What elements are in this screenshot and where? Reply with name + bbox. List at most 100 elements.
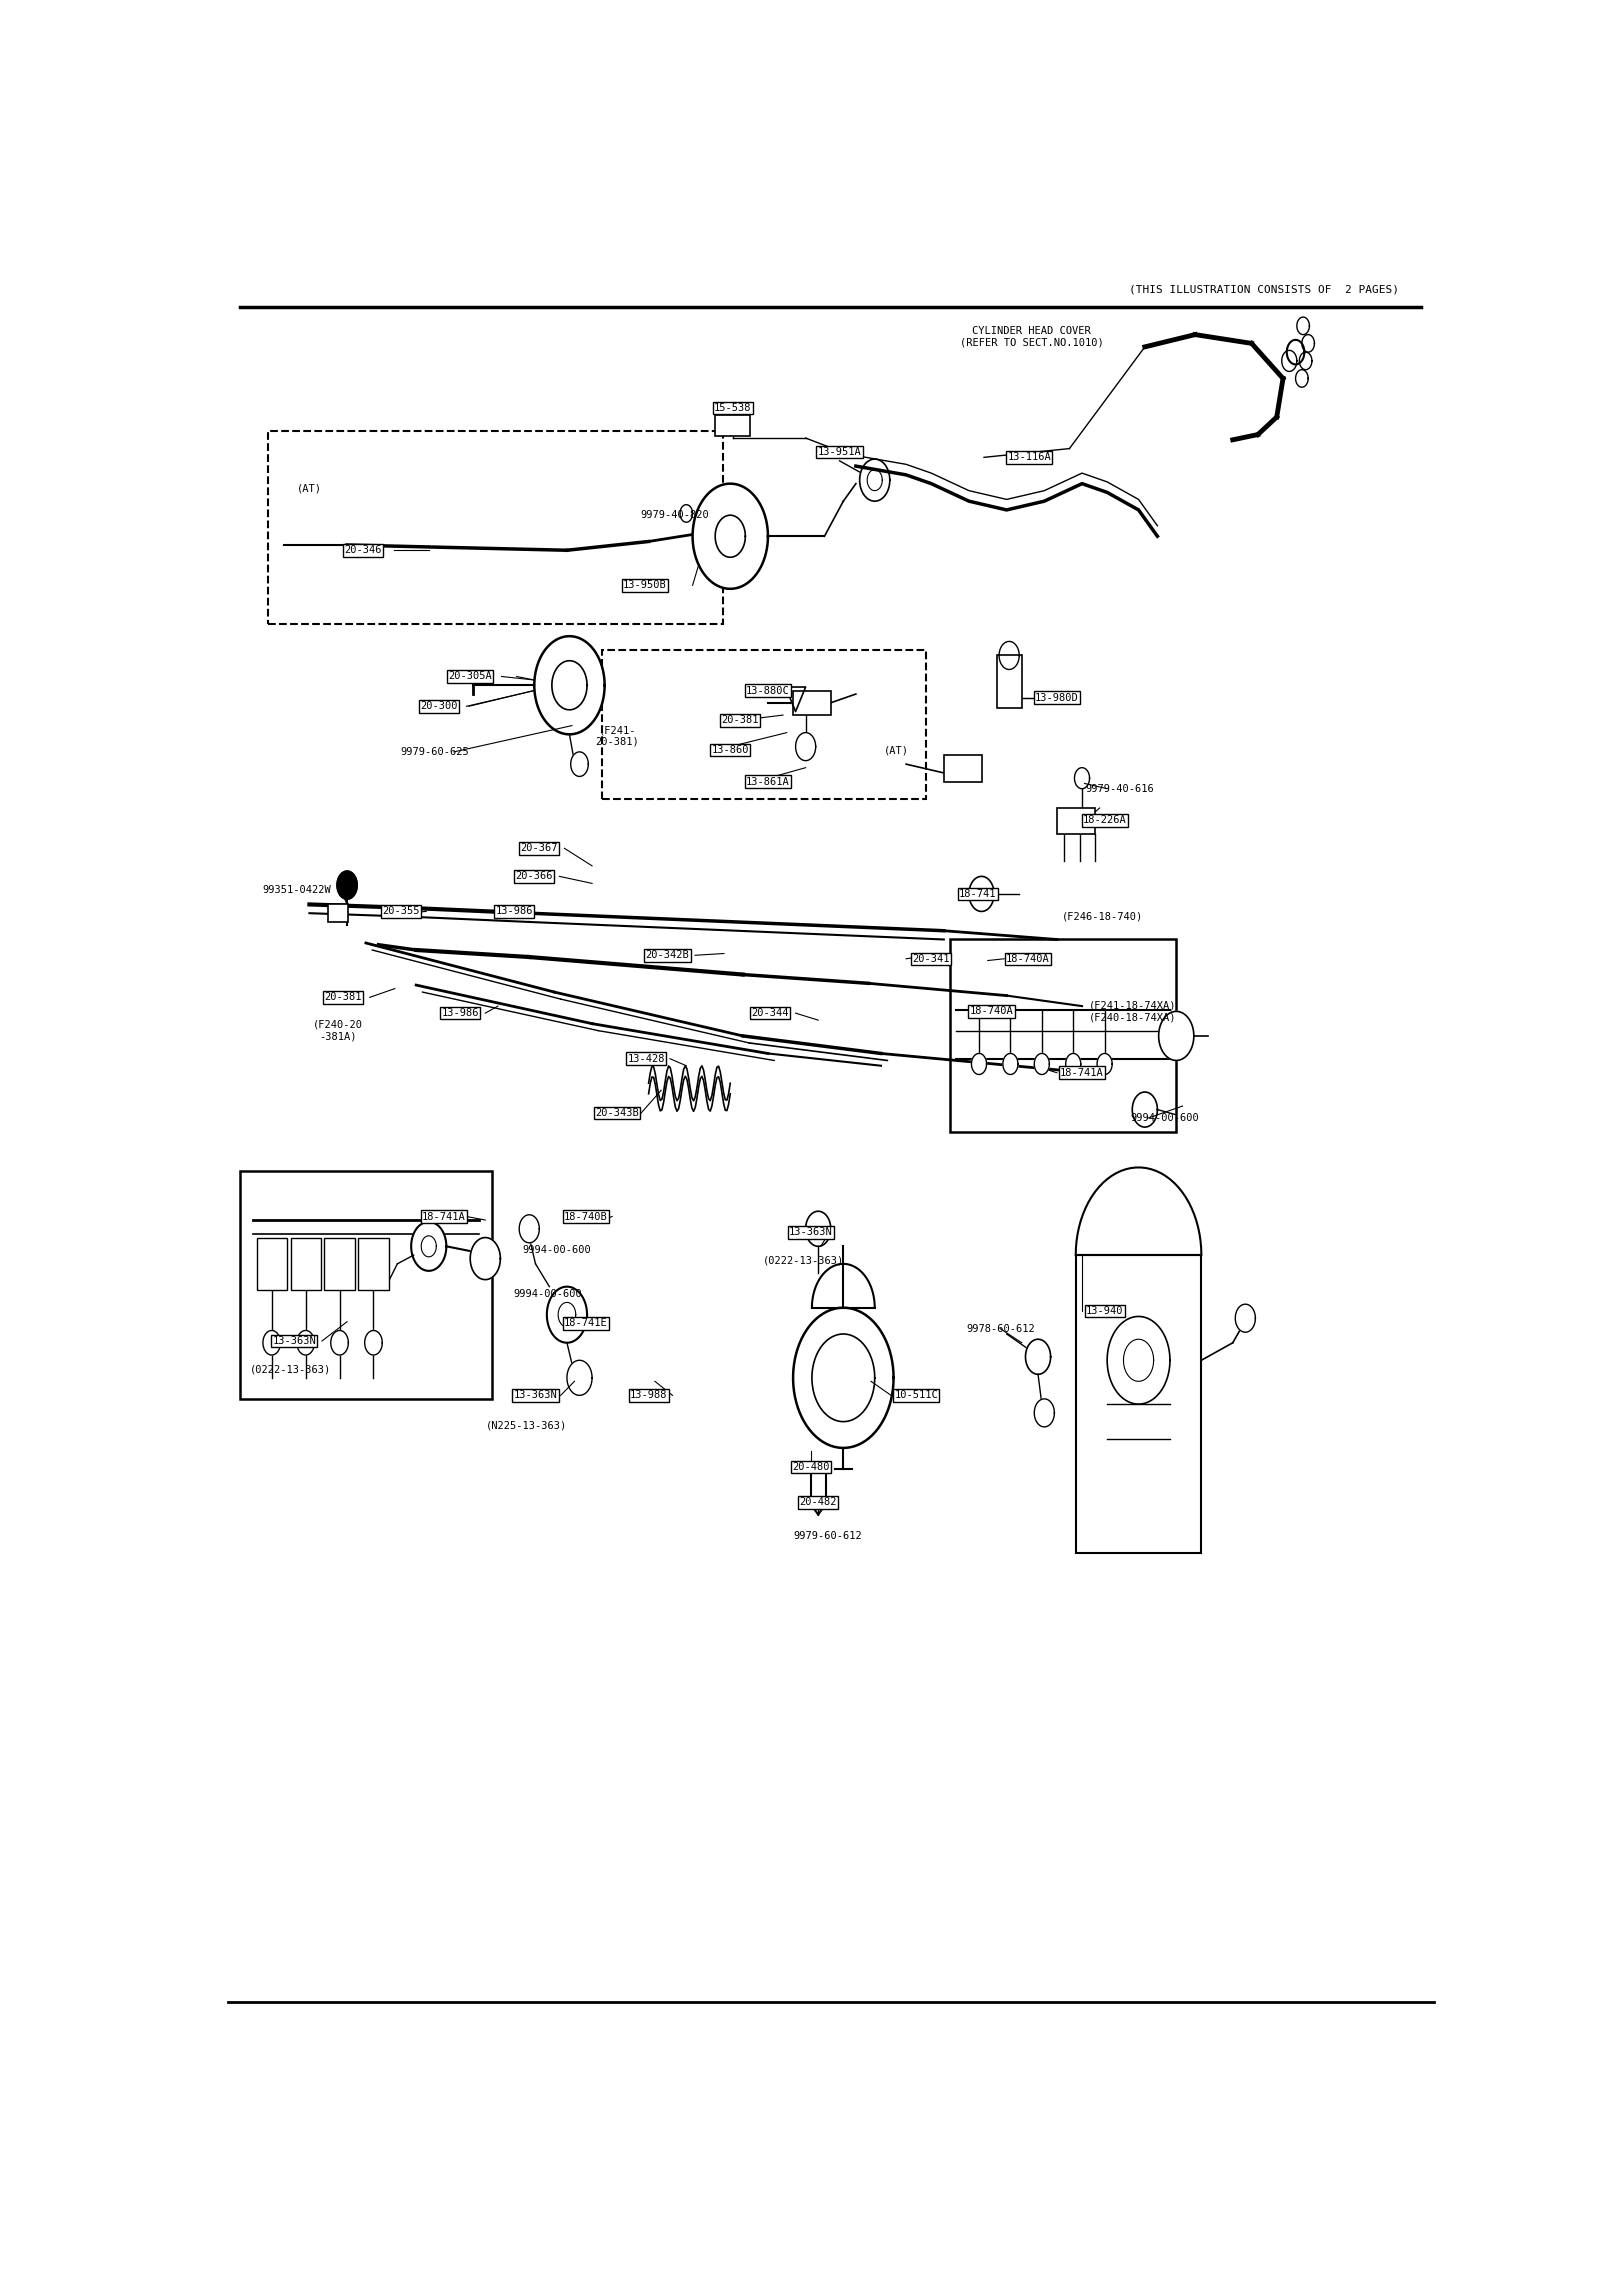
Text: 13-880C: 13-880C <box>746 685 789 694</box>
Bar <box>324 1239 355 1291</box>
Polygon shape <box>1123 1339 1154 1382</box>
Bar <box>327 904 349 922</box>
Text: 9979-60-612: 9979-60-612 <box>794 1530 862 1542</box>
Text: (F246-18-740): (F246-18-740) <box>1062 911 1143 922</box>
Text: 20-366: 20-366 <box>515 872 553 881</box>
Polygon shape <box>812 1334 875 1421</box>
Text: (0222-13-363): (0222-13-363) <box>762 1255 845 1266</box>
Text: 9994-00-600: 9994-00-600 <box>522 1246 592 1255</box>
Polygon shape <box>793 1307 893 1448</box>
Text: (N225-13-363): (N225-13-363) <box>486 1421 567 1430</box>
Polygon shape <box>796 733 815 761</box>
Polygon shape <box>1065 1054 1081 1075</box>
Text: 20-300: 20-300 <box>420 701 457 710</box>
Text: 15-538: 15-538 <box>713 403 752 412</box>
Polygon shape <box>470 1239 501 1280</box>
Polygon shape <box>571 751 588 776</box>
Polygon shape <box>567 1359 592 1396</box>
Text: 18-741: 18-741 <box>960 888 997 899</box>
Polygon shape <box>806 1211 832 1246</box>
Text: 20-346: 20-346 <box>345 544 383 556</box>
Polygon shape <box>1297 317 1310 335</box>
Text: 99351-0422W: 99351-0422W <box>263 886 331 895</box>
Text: 10-511C: 10-511C <box>895 1391 939 1400</box>
Polygon shape <box>337 872 357 899</box>
Polygon shape <box>1133 1093 1157 1127</box>
Text: 18-740A: 18-740A <box>1007 954 1050 963</box>
Text: 20-480: 20-480 <box>793 1462 830 1473</box>
Polygon shape <box>421 1236 436 1257</box>
Text: (AT): (AT) <box>883 745 909 756</box>
Polygon shape <box>1235 1305 1255 1332</box>
Polygon shape <box>1295 369 1308 387</box>
Text: 20-342B: 20-342B <box>645 950 689 961</box>
Polygon shape <box>546 1287 587 1343</box>
Text: 13-116A: 13-116A <box>1007 453 1050 462</box>
Text: 9979-40-820: 9979-40-820 <box>640 510 710 519</box>
Text: 13-940: 13-940 <box>1086 1307 1123 1316</box>
Text: 9979-40-616: 9979-40-616 <box>1086 783 1154 795</box>
Text: (F240-20
-381A): (F240-20 -381A) <box>313 1020 363 1041</box>
Polygon shape <box>1300 353 1311 369</box>
Text: 20-341: 20-341 <box>913 954 950 963</box>
Text: 20-381: 20-381 <box>721 715 759 726</box>
Polygon shape <box>681 505 692 521</box>
Bar <box>601 651 926 799</box>
Text: 13-860: 13-860 <box>712 745 749 756</box>
Text: (THIS ILLUSTRATION CONSISTS OF  2 PAGES): (THIS ILLUSTRATION CONSISTS OF 2 PAGES) <box>1128 285 1399 294</box>
Text: 18-740B: 18-740B <box>564 1211 608 1220</box>
Polygon shape <box>1302 335 1315 353</box>
Text: 13-988: 13-988 <box>631 1391 668 1400</box>
Text: 13-363N: 13-363N <box>789 1227 833 1236</box>
Text: 13-950B: 13-950B <box>622 581 666 590</box>
Text: (AT): (AT) <box>297 485 323 494</box>
Polygon shape <box>519 1214 540 1243</box>
Bar <box>943 756 982 781</box>
Polygon shape <box>412 1223 446 1271</box>
Text: (F241-18-74XA)
(F240-18-74XA): (F241-18-74XA) (F240-18-74XA) <box>1089 1000 1175 1022</box>
Text: 18-226A: 18-226A <box>1083 815 1127 824</box>
Text: 18-740A: 18-740A <box>969 1006 1013 1016</box>
Text: 20-343B: 20-343B <box>595 1109 639 1118</box>
Text: 9978-60-612: 9978-60-612 <box>966 1323 1034 1334</box>
Bar <box>950 940 1177 1132</box>
Polygon shape <box>1026 1339 1050 1375</box>
Text: 9994-00-600: 9994-00-600 <box>1130 1113 1200 1123</box>
Text: 18-741E: 18-741E <box>564 1318 608 1327</box>
Bar <box>793 690 832 715</box>
Bar <box>1076 1255 1201 1553</box>
Text: 20-381: 20-381 <box>324 993 361 1002</box>
Polygon shape <box>558 1302 575 1327</box>
Polygon shape <box>692 483 768 590</box>
Text: 13-986: 13-986 <box>496 906 533 915</box>
Polygon shape <box>859 460 890 501</box>
Polygon shape <box>1107 1316 1170 1405</box>
Bar <box>240 1170 491 1398</box>
Text: 20-355: 20-355 <box>383 906 420 915</box>
Bar <box>715 414 751 437</box>
Polygon shape <box>551 660 587 710</box>
Text: 13-951A: 13-951A <box>817 446 861 458</box>
Polygon shape <box>1097 1054 1112 1075</box>
Text: 9994-00-600: 9994-00-600 <box>514 1289 582 1298</box>
Polygon shape <box>297 1330 314 1355</box>
Text: 9979-60-625: 9979-60-625 <box>400 747 470 756</box>
Text: 20-305A: 20-305A <box>449 672 493 681</box>
Polygon shape <box>331 1330 349 1355</box>
Text: CYLINDER HEAD COVER
(REFER TO SECT.NO.1010): CYLINDER HEAD COVER (REFER TO SECT.NO.10… <box>960 326 1104 348</box>
Text: (0222-13-363): (0222-13-363) <box>250 1364 331 1373</box>
Polygon shape <box>365 1330 383 1355</box>
Text: 13-980D: 13-980D <box>1036 692 1078 704</box>
Polygon shape <box>535 635 605 735</box>
Text: 13-428: 13-428 <box>627 1054 665 1063</box>
Polygon shape <box>1159 1011 1193 1061</box>
Text: 13-986: 13-986 <box>441 1009 478 1018</box>
Bar <box>997 656 1021 708</box>
Text: 13-363N: 13-363N <box>272 1337 316 1346</box>
Polygon shape <box>263 1330 280 1355</box>
Polygon shape <box>969 877 994 911</box>
Text: (F241-
20-381): (F241- 20-381) <box>595 726 639 747</box>
Bar <box>358 1239 389 1291</box>
Text: 18-741A: 18-741A <box>421 1211 465 1220</box>
Bar <box>267 430 723 624</box>
